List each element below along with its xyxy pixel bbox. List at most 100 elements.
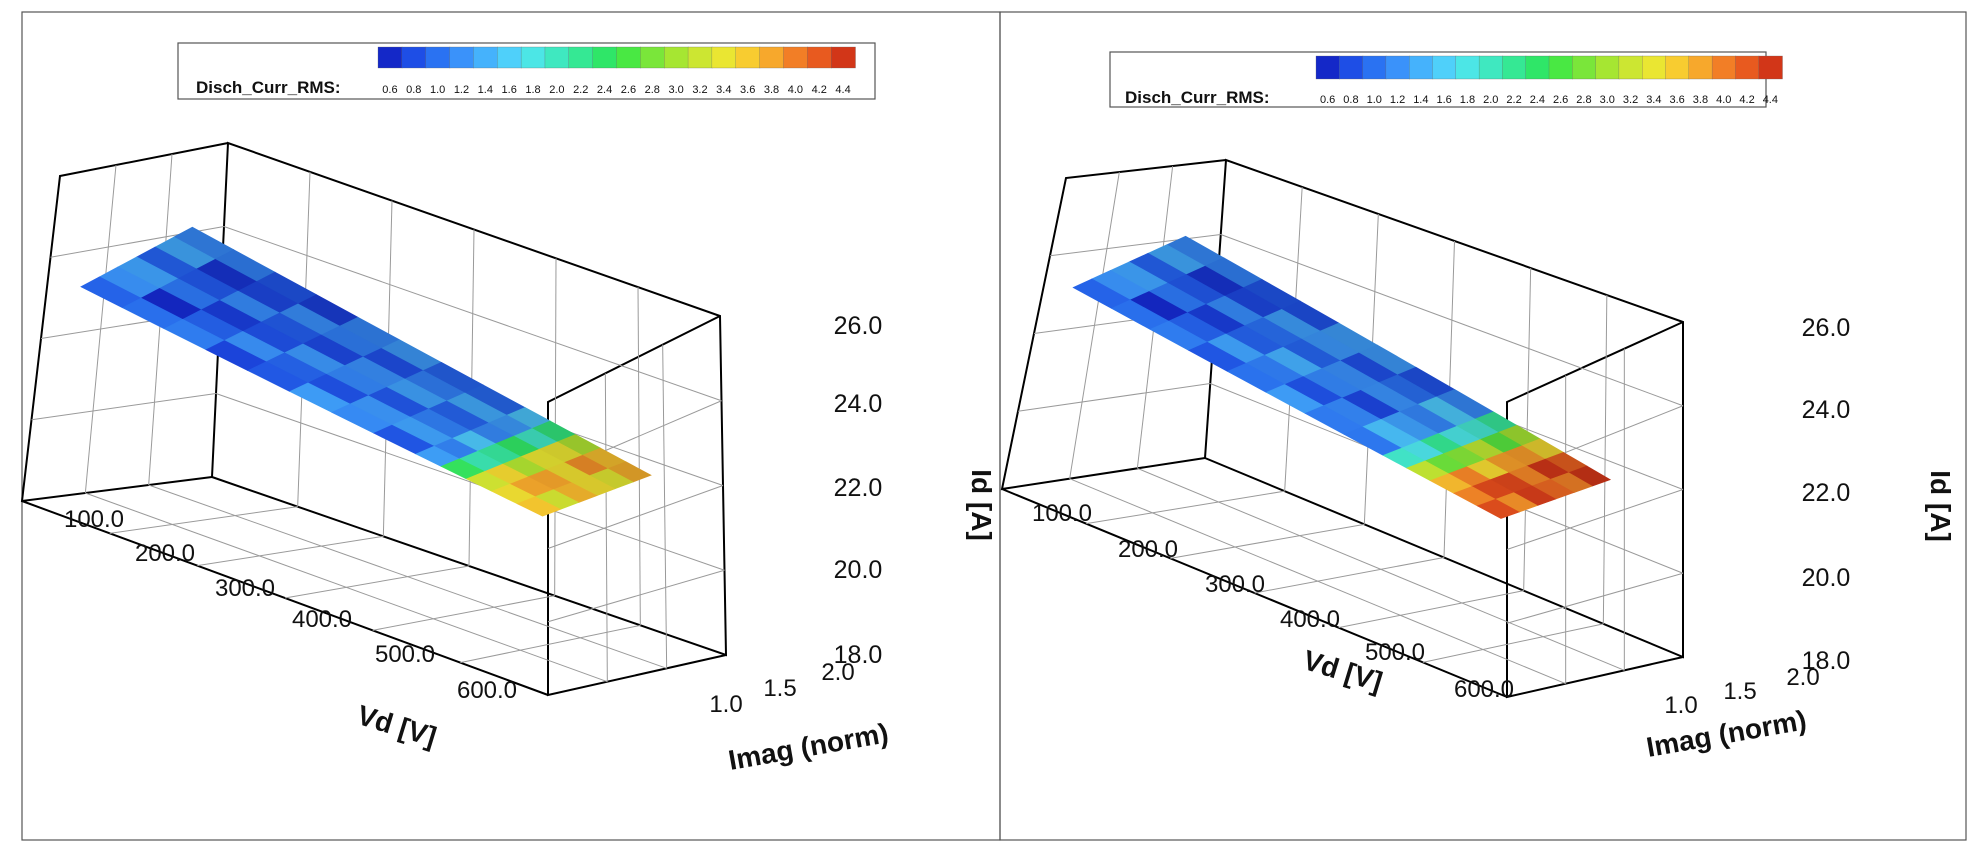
z-tick-label: 20.0 <box>834 556 883 584</box>
legend-tick-label: 3.6 <box>740 84 755 96</box>
x-tick-label: 200.0 <box>135 540 195 567</box>
floor-grid-line <box>1137 467 1625 671</box>
legend-tick-label: 4.4 <box>835 84 850 96</box>
x-tick-label: 500.0 <box>1365 639 1425 666</box>
legend-tick-label: 3.0 <box>668 84 683 96</box>
right-wall <box>1506 321 1684 699</box>
legend-tick-label: 1.6 <box>502 84 517 96</box>
legend-swatch <box>711 46 737 69</box>
legend-title: Disch_Curr_RMS: <box>196 78 341 97</box>
legend-swatch <box>616 46 642 69</box>
legend-tick-label: 1.4 <box>1413 94 1428 106</box>
legend-tick-label: 2.2 <box>1506 94 1521 106</box>
y-axis-title: Imag (norm) <box>726 717 891 776</box>
back-grid-hline <box>223 226 722 402</box>
floor-grid-line <box>372 595 555 631</box>
right-grid-line <box>1506 572 1684 624</box>
z-tick-label: 22.0 <box>1802 479 1851 507</box>
legend-swatch <box>1642 55 1667 80</box>
legend-swatch <box>1711 55 1737 80</box>
legend-tick-label: 1.2 <box>454 84 469 96</box>
legend-swatch <box>473 46 498 69</box>
legend-tick-label: 3.4 <box>1646 94 1661 106</box>
x-tick-label: 100.0 <box>64 506 124 533</box>
x-tick-label: 500.0 <box>375 641 435 668</box>
legend-swatch <box>1525 55 1550 80</box>
legend-tick-label: 2.4 <box>1530 94 1545 106</box>
legend-swatch <box>1595 55 1620 80</box>
legend-swatch <box>1572 55 1597 80</box>
legend-swatch <box>831 46 856 69</box>
legend-tick-label: 2.8 <box>1576 94 1591 106</box>
z-tick-label: 18.0 <box>834 641 883 669</box>
legend-swatch <box>497 46 522 69</box>
legend-tick-label: 3.8 <box>1693 94 1708 106</box>
left-grid-line <box>1069 171 1120 479</box>
floor-grid-line <box>1086 490 1285 525</box>
legend-swatch <box>401 46 427 69</box>
y-tick-label: 1.5 <box>763 675 796 702</box>
legend-tick-label: 1.0 <box>1367 94 1382 106</box>
legend-swatch <box>520 46 546 69</box>
legend-swatch <box>783 46 808 69</box>
floor-grid-line <box>85 492 608 683</box>
legend-swatch <box>1339 55 1364 80</box>
legend-swatch <box>759 46 785 69</box>
legend-swatch <box>1665 55 1690 80</box>
legend-swatch <box>1315 55 1340 80</box>
legend-title: Disch_Curr_RMS: <box>1125 88 1270 107</box>
legend-tick-label: 1.8 <box>525 84 540 96</box>
left-grid-line <box>84 164 117 494</box>
y-tick-label: 2.0 <box>821 659 854 686</box>
right-grid-line <box>547 569 725 623</box>
legend-tick-label: 2.2 <box>573 84 588 96</box>
x-tick-label: 100.0 <box>1032 500 1092 527</box>
legend-tick-label: 4.0 <box>1716 94 1731 106</box>
right-grid-line <box>662 344 668 669</box>
back-grid-hline <box>215 393 725 571</box>
right-grid-line <box>1506 489 1684 550</box>
y-tick-label: 1.0 <box>1664 692 1697 719</box>
legend-swatch <box>807 46 832 69</box>
z-axis-title: Id [A] <box>966 469 997 541</box>
z-tick-label: 26.0 <box>1802 314 1851 342</box>
back-grid-hline <box>1220 234 1684 407</box>
floor-grid-line <box>1170 523 1365 559</box>
legend-swatch <box>377 46 403 69</box>
floor-grid-line <box>148 484 667 669</box>
surface-patch <box>1476 498 1520 519</box>
legend-tick-label: 3.6 <box>1670 94 1685 106</box>
legend-swatch <box>1688 55 1713 80</box>
z-axis-title: Id [A] <box>1925 470 1956 542</box>
x-tick-label: 600.0 <box>1454 676 1514 703</box>
x-tick-label: 200.0 <box>1118 536 1178 563</box>
legend-tick-label: 1.0 <box>430 84 445 96</box>
y-tick-label: 1.0 <box>709 691 742 718</box>
legend-tick-label: 2.0 <box>1483 94 1498 106</box>
left-grid-line <box>1049 234 1221 257</box>
surface-patch <box>516 496 562 517</box>
legend-swatch <box>1478 55 1504 80</box>
legend-swatch <box>664 46 689 69</box>
legend-tick-label: 4.0 <box>788 84 803 96</box>
left-chart-panel: Disch_Curr_RMS: 0.6 0.8 1.0 1.2 1.4 1.6 1.8 2.0 2… <box>20 42 997 776</box>
floor-grid-line <box>197 535 384 567</box>
left-grid-line <box>1017 383 1211 412</box>
legend-tick-label: 0.8 <box>406 84 421 96</box>
right-wall <box>547 315 727 697</box>
right-grid-line <box>604 373 608 682</box>
x-tick-label: 600.0 <box>457 677 517 704</box>
z-tick-label: 22.0 <box>834 474 883 502</box>
legend-swatch <box>1455 55 1480 80</box>
legend-tick-label: 0.6 <box>382 84 397 96</box>
x-tick-label: 400.0 <box>292 606 352 633</box>
legend-swatch <box>568 46 594 69</box>
legend-tick-label: 3.4 <box>716 84 731 96</box>
legend-tick-label: 0.8 <box>1343 94 1358 106</box>
legend-tick-label: 3.2 <box>1623 94 1638 106</box>
x-tick-label: 400.0 <box>1280 606 1340 633</box>
legend-tick-label: 3.8 <box>764 84 779 96</box>
x-tick-label: 300.0 <box>215 575 275 602</box>
legend-tick-label: 1.8 <box>1460 94 1475 106</box>
legend-tick-label: 3.0 <box>1600 94 1615 106</box>
